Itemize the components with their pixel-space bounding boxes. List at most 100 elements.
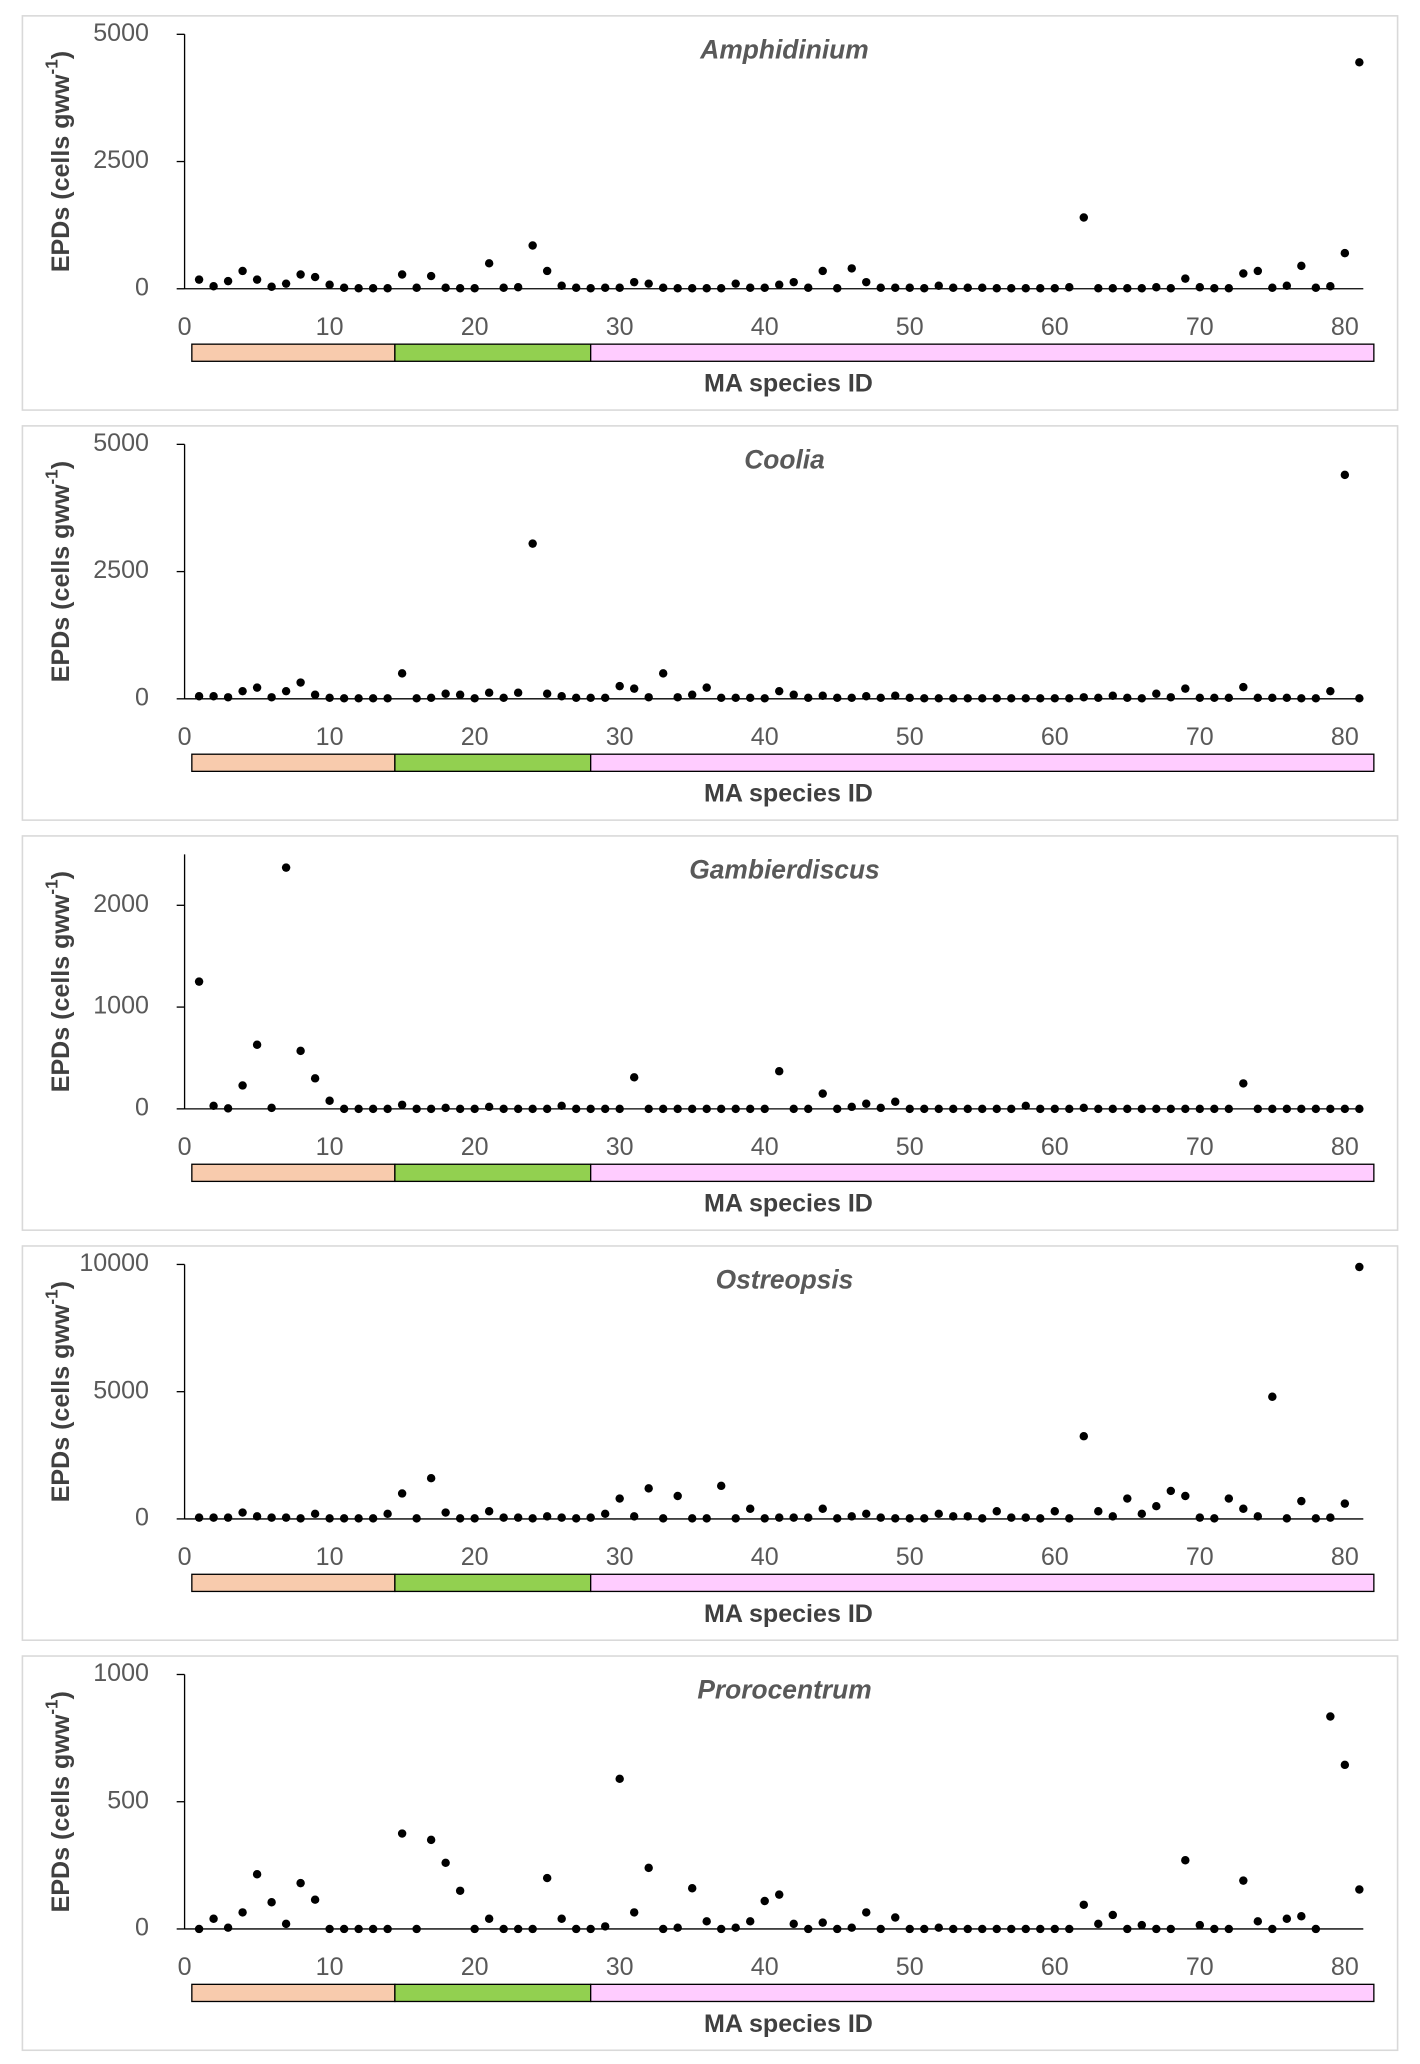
- data-point: [441, 1858, 450, 1868]
- data-point: [223, 276, 233, 286]
- data-point: [687, 284, 697, 293]
- data-point: [745, 1504, 755, 1513]
- data-point: [687, 1104, 697, 1114]
- data-point: [1268, 1392, 1277, 1401]
- data-point: [891, 1514, 900, 1523]
- data-point: [426, 693, 436, 703]
- group-band: [394, 1573, 592, 1593]
- x-tick-label: 0: [178, 1543, 192, 1571]
- data-point: [1311, 1514, 1321, 1523]
- data-point: [238, 1908, 247, 1917]
- data-point: [760, 694, 769, 703]
- data-point: [1079, 693, 1089, 702]
- data-point: [296, 270, 305, 279]
- data-point: [847, 1102, 856, 1112]
- data-point: [455, 284, 465, 293]
- data-point: [557, 692, 566, 701]
- data-point: [731, 1514, 740, 1523]
- data-point: [934, 1509, 943, 1519]
- data-point: [934, 1923, 943, 1932]
- chart-title: Coolia: [744, 444, 825, 474]
- data-point: [687, 690, 697, 699]
- data-point: [223, 693, 233, 702]
- data-point: [426, 1104, 436, 1114]
- data-point: [876, 1924, 885, 1934]
- y-tick-label: 1000: [93, 1659, 149, 1687]
- data-point: [629, 1512, 639, 1521]
- data-point: [862, 1509, 871, 1519]
- x-tick-label: 10: [316, 313, 344, 341]
- data-point: [296, 1878, 305, 1888]
- y-axis-label: EPDs (cells gww-1): [41, 1691, 74, 1912]
- data-point: [412, 1924, 421, 1934]
- data-point: [905, 1924, 914, 1934]
- y-tick-label: 0: [135, 1914, 149, 1942]
- data-point: [354, 284, 363, 293]
- group-band: [590, 1573, 1375, 1593]
- data-point: [310, 1074, 320, 1083]
- y-tick-label: 5000: [93, 1376, 149, 1404]
- data-point: [528, 241, 537, 250]
- data-point: [1152, 689, 1161, 698]
- data-point: [745, 283, 755, 292]
- data-point: [368, 1924, 378, 1934]
- data-point: [1355, 1104, 1364, 1114]
- data-point: [673, 1923, 682, 1932]
- data-point: [354, 1924, 363, 1934]
- data-point: [1340, 1760, 1350, 1770]
- data-point: [1282, 281, 1292, 290]
- data-point: [1050, 1924, 1060, 1934]
- data-point: [920, 284, 929, 293]
- data-point: [1181, 1491, 1190, 1501]
- data-point: [571, 283, 581, 292]
- x-tick-label: 80: [1331, 1543, 1359, 1571]
- x-tick-label: 20: [461, 723, 489, 751]
- data-point: [833, 284, 842, 293]
- data-point: [484, 1914, 494, 1924]
- data-point: [455, 1886, 465, 1896]
- data-point: [687, 1884, 697, 1893]
- group-band: [590, 1163, 1375, 1183]
- data-point: [368, 284, 378, 293]
- x-tick-label: 60: [1041, 723, 1069, 751]
- data-point: [687, 1514, 697, 1523]
- data-point: [484, 259, 494, 268]
- chart-title: Gambierdiscus: [689, 855, 879, 885]
- data-point: [702, 683, 711, 692]
- data-point: [1166, 1104, 1176, 1114]
- data-point: [847, 1923, 856, 1932]
- data-point: [963, 1512, 972, 1521]
- data-point: [1355, 694, 1364, 703]
- data-point: [1079, 1900, 1089, 1910]
- data-point: [557, 1914, 566, 1924]
- data-point: [296, 1046, 305, 1056]
- data-point: [557, 281, 566, 290]
- data-point: [528, 1514, 537, 1523]
- data-point: [397, 270, 407, 279]
- data-point: [804, 1513, 813, 1522]
- data-point: [339, 1104, 349, 1114]
- data-point: [281, 1513, 291, 1522]
- data-point: [238, 686, 247, 696]
- data-point: [1007, 1924, 1016, 1934]
- y-label-sup: -1: [41, 879, 61, 895]
- data-point: [397, 669, 407, 678]
- data-point: [1050, 694, 1060, 703]
- data-point: [833, 1924, 842, 1934]
- data-point: [862, 1908, 871, 1917]
- data-point: [1166, 284, 1176, 293]
- data-point: [1355, 1262, 1364, 1272]
- data-point: [209, 692, 218, 701]
- data-point: [484, 1102, 494, 1112]
- data-point: [949, 694, 958, 703]
- data-point: [1282, 693, 1292, 703]
- data-point: [673, 1491, 682, 1501]
- data-point: [267, 1898, 276, 1907]
- data-point: [789, 690, 798, 699]
- data-point: [891, 1913, 900, 1922]
- data-point: [891, 283, 900, 292]
- data-point: [876, 1103, 885, 1113]
- data-point: [296, 678, 305, 687]
- data-point: [223, 1104, 233, 1113]
- data-point: [1094, 693, 1103, 703]
